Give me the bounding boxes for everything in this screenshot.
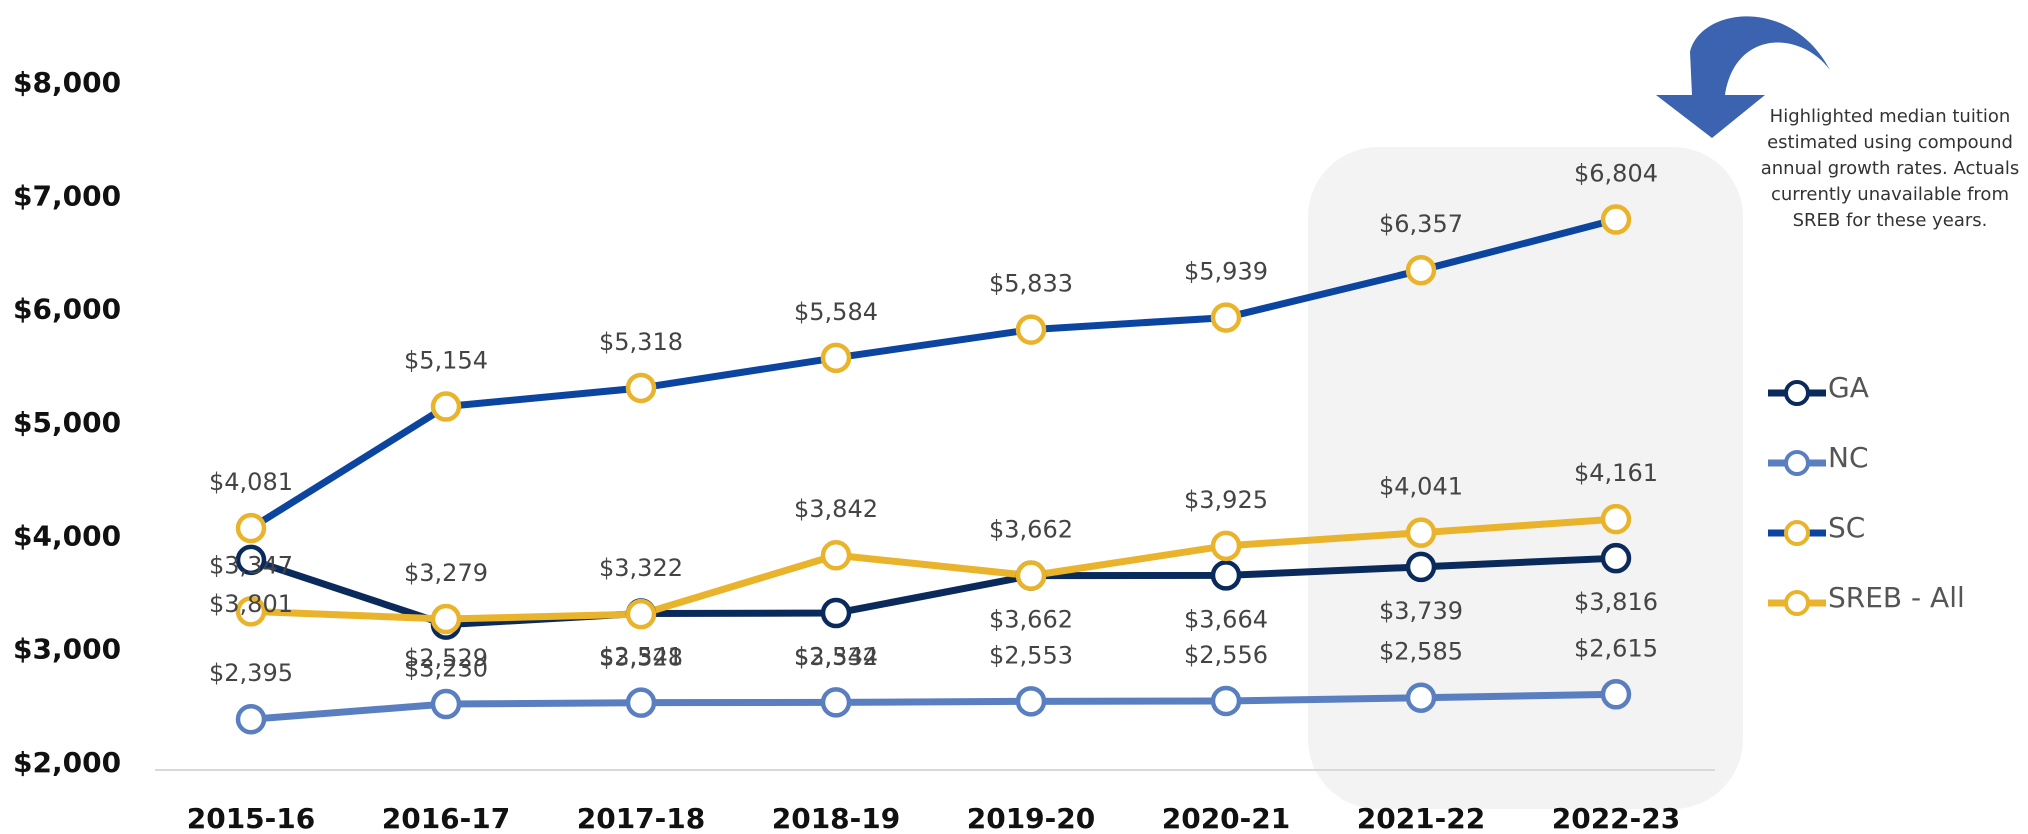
annotation-box: Highlighted median tuition estimated usi…: [1760, 106, 2020, 231]
y-tick-label: $6,000: [13, 293, 121, 326]
data-label: $6,357: [1379, 210, 1463, 238]
data-label: $2,553: [989, 641, 1073, 669]
data-label: $6,804: [1574, 160, 1658, 188]
data-label: $3,662: [989, 516, 1073, 544]
legend-label: SREB - All: [1828, 581, 1965, 614]
data-label: $3,332: [794, 643, 878, 671]
data-label: $3,925: [1184, 486, 1268, 514]
arrow-icon: [1656, 16, 1830, 138]
data-label: $3,230: [404, 655, 488, 683]
data-point: [1600, 503, 1632, 535]
data-point: [1210, 560, 1242, 591]
data-label: $5,584: [794, 298, 878, 326]
x-tick-label: 2018-19: [772, 802, 901, 834]
data-label: $3,739: [1379, 597, 1463, 625]
background: [155, 147, 1743, 809]
data-label: $2,529: [404, 644, 488, 672]
series-line: [249, 216, 1617, 532]
legend-marker: [1784, 380, 1810, 406]
data-label: $4,041: [1379, 473, 1463, 501]
data-label: $3,842: [794, 495, 878, 523]
x-tick-label: 2020-21: [1162, 802, 1291, 834]
data-point: [1405, 682, 1437, 713]
data-point: [1405, 551, 1437, 583]
data-point: [430, 391, 462, 422]
data-label: $2,615: [1574, 634, 1658, 662]
y-tick-label: $5,000: [13, 406, 121, 439]
data-label: $2,585: [1379, 638, 1463, 666]
data-point: [1210, 302, 1242, 333]
highlight-region: [1308, 147, 1743, 809]
data-point: [430, 688, 462, 720]
series-line: [249, 554, 1617, 629]
data-label: $3,664: [1184, 605, 1268, 633]
data-point: [1210, 530, 1242, 562]
data-label: $2,541: [599, 643, 683, 671]
data-point: [820, 342, 852, 374]
data-point: [1600, 679, 1632, 710]
data-point: [820, 687, 852, 718]
data-point: [1015, 686, 1047, 717]
legend-marker: [1784, 590, 1810, 616]
data-point: [625, 687, 657, 718]
data-point: [235, 596, 267, 627]
series-line: [250, 690, 1617, 723]
y-tick-label: $2,000: [13, 746, 121, 779]
data-point: [625, 372, 657, 404]
data-point: [1600, 204, 1632, 235]
data-label: $3,279: [404, 559, 488, 587]
x-tick-label: 2017-18: [577, 802, 706, 834]
legend-label: NC: [1828, 441, 1869, 474]
data-label: $5,154: [404, 347, 488, 375]
data-label: $5,318: [599, 328, 683, 356]
data-point: [820, 597, 852, 629]
data-label: $3,816: [1574, 588, 1658, 616]
data-point: [235, 512, 267, 544]
legend-marker: [1784, 450, 1810, 476]
data-label: $3,347: [209, 551, 293, 579]
data-label: $2,395: [209, 659, 293, 687]
x-tick-label: 2021-22: [1357, 802, 1486, 834]
data-label: $2,556: [1184, 641, 1268, 669]
data-point: [1015, 560, 1047, 591]
data-label: $2,544: [794, 642, 878, 670]
x-tick-label: 2015-16: [187, 802, 316, 834]
data-label: $5,833: [989, 270, 1073, 298]
data-point: [625, 598, 657, 630]
data-point: [1600, 542, 1632, 574]
data-point: [1405, 517, 1437, 548]
data-point: [235, 544, 267, 576]
series-line: [250, 515, 1617, 623]
y-tick-label: $7,000: [13, 179, 121, 212]
data-label: $3,662: [989, 606, 1073, 634]
x-tick-label: 2019-20: [967, 802, 1096, 834]
data-point: [1210, 685, 1242, 717]
y-tick-label: $4,000: [13, 519, 121, 552]
data-label: $4,081: [209, 468, 293, 496]
data-point: [235, 703, 267, 735]
x-tick-label: 2016-17: [382, 802, 511, 834]
data-label: $3,801: [209, 590, 293, 618]
legend-label: GA: [1828, 371, 1869, 404]
y-tick-label: $8,000: [13, 66, 121, 99]
annotation: Highlighted median tuition estimated usi…: [1760, 106, 2020, 231]
x-tick-label: 2022-23: [1552, 802, 1681, 834]
data-point: [430, 603, 462, 635]
data-point: [1405, 254, 1437, 286]
data-label: $4,161: [1574, 459, 1658, 487]
data-point: [1015, 314, 1047, 345]
data-label: $5,939: [1184, 258, 1268, 286]
data-point: [820, 539, 852, 571]
legend-marker: [1784, 520, 1810, 546]
y-tick-label: $3,000: [13, 633, 121, 666]
legend-label: SC: [1828, 511, 1865, 544]
data-label: $3,328: [599, 643, 683, 671]
data-label: $3,322: [599, 554, 683, 582]
